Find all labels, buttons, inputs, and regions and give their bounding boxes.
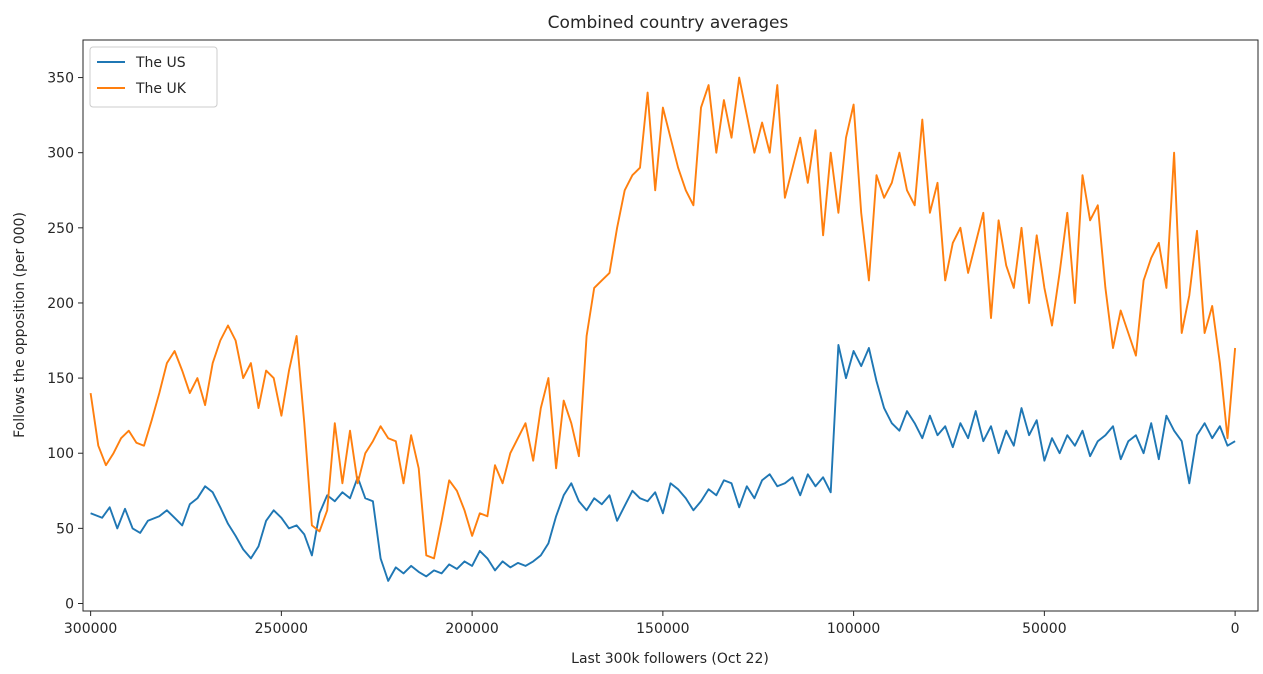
y-axis-label: Follows the opposition (per 000) bbox=[12, 212, 28, 438]
x-axis-label: Last 300k followers (Oct 22) bbox=[571, 651, 769, 667]
legend-label: The US bbox=[135, 55, 186, 71]
y-tick-label: 150 bbox=[47, 371, 74, 387]
y-tick-label: 250 bbox=[47, 221, 74, 237]
x-tick-label: 100000 bbox=[827, 621, 880, 637]
y-tick-label: 0 bbox=[65, 596, 74, 612]
y-tick-label: 100 bbox=[47, 446, 74, 462]
chart-title: Combined country averages bbox=[548, 13, 789, 33]
y-axis: 0 50 100 150 200 250 300 350 bbox=[47, 71, 83, 612]
legend-label: The UK bbox=[135, 81, 187, 97]
legend: The US The UK bbox=[89, 46, 218, 108]
x-tick-label: 0 bbox=[1231, 621, 1240, 637]
x-tick-label: 50000 bbox=[1022, 621, 1067, 637]
y-tick-label: 300 bbox=[47, 146, 74, 162]
series-layer bbox=[89, 76, 1237, 582]
x-tick-label: 200000 bbox=[445, 621, 498, 637]
series-line-the-us bbox=[90, 344, 1236, 582]
x-axis: 300000 250000 200000 150000 100000 50000 0 bbox=[64, 611, 1240, 637]
y-tick-label: 200 bbox=[47, 296, 74, 312]
x-tick-label: 250000 bbox=[255, 621, 308, 637]
x-tick-label: 150000 bbox=[636, 621, 689, 637]
series-line-the-uk bbox=[89, 76, 1237, 560]
plot-frame bbox=[82, 39, 1259, 612]
y-tick-label: 50 bbox=[56, 521, 74, 537]
x-tick-label: 300000 bbox=[64, 621, 117, 637]
y-tick-label: 350 bbox=[47, 71, 74, 87]
